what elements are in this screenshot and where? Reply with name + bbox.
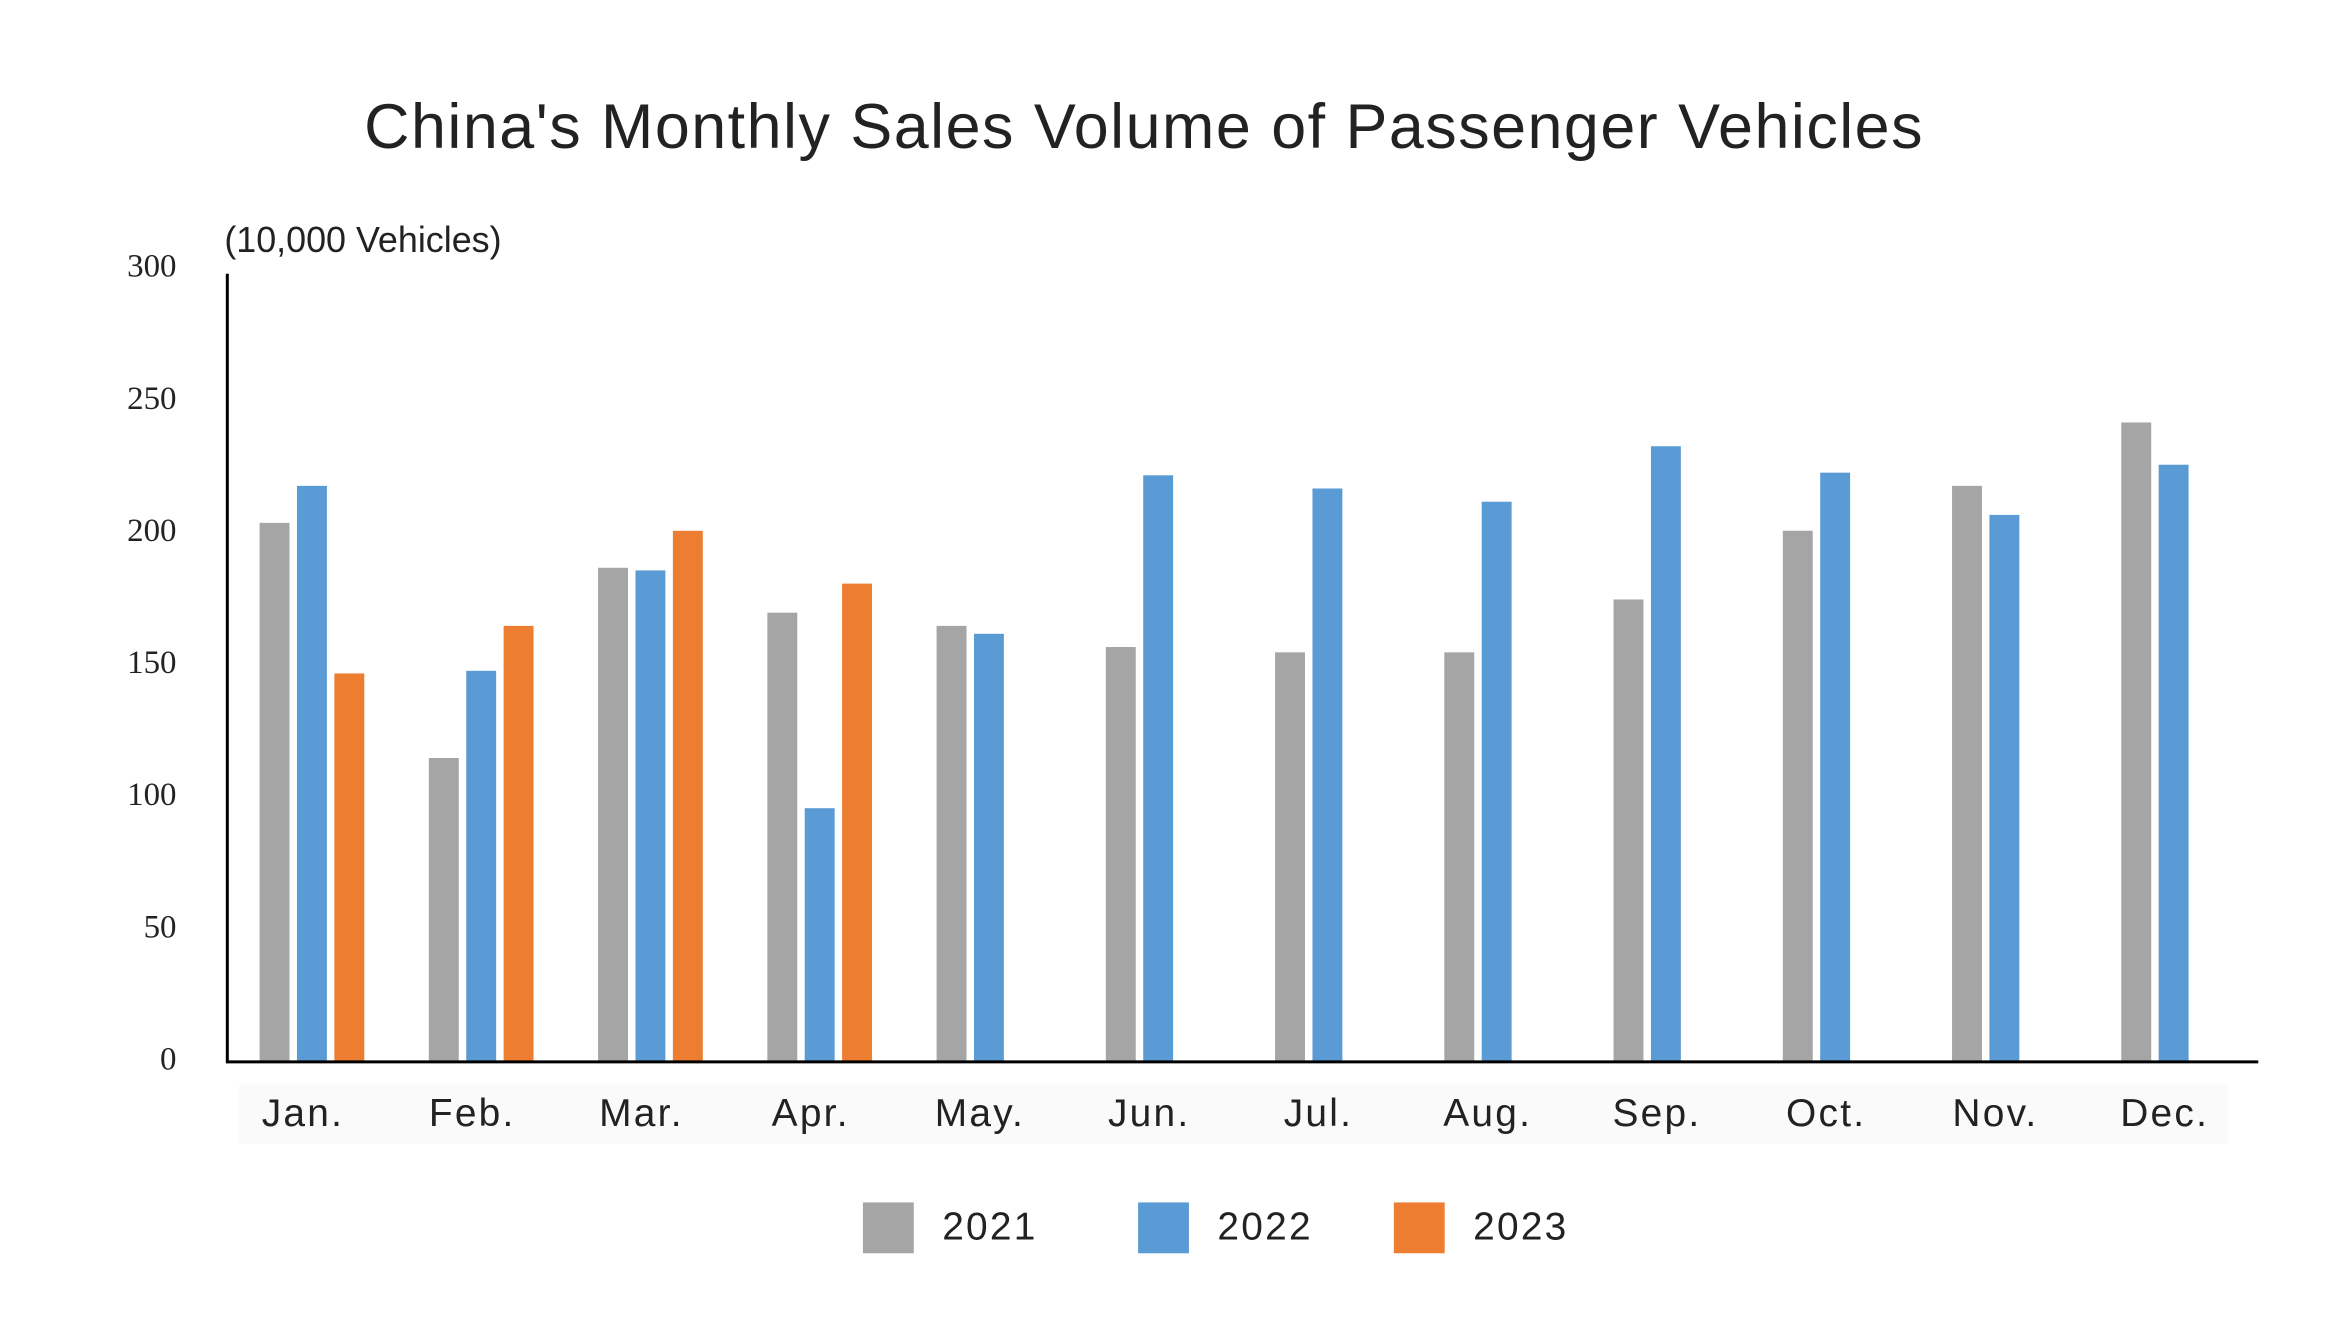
x-tick-label: May.	[935, 1092, 1025, 1135]
y-tick-label: 200	[127, 513, 176, 549]
bar	[1312, 488, 1343, 1062]
x-tick-label: Nov.	[1952, 1092, 2038, 1135]
legend-label: 2022	[1217, 1206, 1312, 1249]
bar	[1782, 530, 1813, 1062]
x-tick-label: Feb.	[429, 1092, 516, 1135]
bar	[1820, 472, 1851, 1062]
chart-title: China's Monthly Sales Volume of Passenge…	[364, 92, 1924, 162]
legend-swatch	[862, 1202, 914, 1254]
y-tick-label: 50	[144, 909, 177, 945]
x-tick-label: Jun.	[1108, 1092, 1190, 1135]
legend-swatch	[1393, 1202, 1445, 1254]
legend-swatch	[1138, 1202, 1189, 1254]
bar	[635, 570, 666, 1062]
bar	[503, 625, 534, 1062]
x-tick-label: Apr.	[772, 1092, 850, 1135]
bar	[1105, 647, 1136, 1062]
bar	[1143, 475, 1174, 1062]
x-tick-label: Oct.	[1786, 1092, 1866, 1135]
y-tick-label: 150	[127, 645, 176, 681]
bar	[334, 673, 365, 1062]
bar	[466, 670, 497, 1062]
bar	[672, 530, 703, 1062]
x-tick-label: Jan.	[262, 1092, 344, 1135]
legend-label: 2023	[1473, 1206, 1568, 1249]
y-tick-label: 300	[127, 249, 176, 285]
bar	[842, 583, 873, 1062]
bar	[1613, 599, 1644, 1062]
bar	[1952, 485, 1982, 1062]
y-tick-label: 250	[127, 381, 176, 417]
bar	[936, 625, 967, 1062]
y-tick-label: 0	[160, 1041, 176, 1077]
bar	[804, 808, 835, 1062]
bar	[1444, 652, 1475, 1062]
bar	[598, 567, 629, 1062]
x-tick-label: Dec.	[2120, 1092, 2209, 1135]
bar	[296, 485, 327, 1062]
y-tick-label: 100	[127, 777, 176, 813]
bar	[2158, 464, 2189, 1062]
bar	[2121, 422, 2152, 1062]
bar	[1481, 501, 1512, 1062]
bar	[259, 522, 290, 1062]
bar	[428, 757, 459, 1062]
x-tick-label: Mar.	[599, 1092, 684, 1135]
legend-label: 2021	[942, 1206, 1037, 1249]
category-band	[239, 1084, 2229, 1145]
bar	[1650, 446, 1681, 1062]
bar	[1989, 514, 2020, 1062]
x-tick-label: Aug.	[1443, 1092, 1532, 1135]
x-tick-label: Sep.	[1612, 1092, 1701, 1135]
x-tick-label: Jul.	[1284, 1092, 1353, 1135]
bar	[973, 633, 1004, 1062]
y-axis-label: (10,000 Vehicles)	[224, 220, 501, 260]
bar	[767, 612, 798, 1062]
bar	[1275, 652, 1305, 1062]
